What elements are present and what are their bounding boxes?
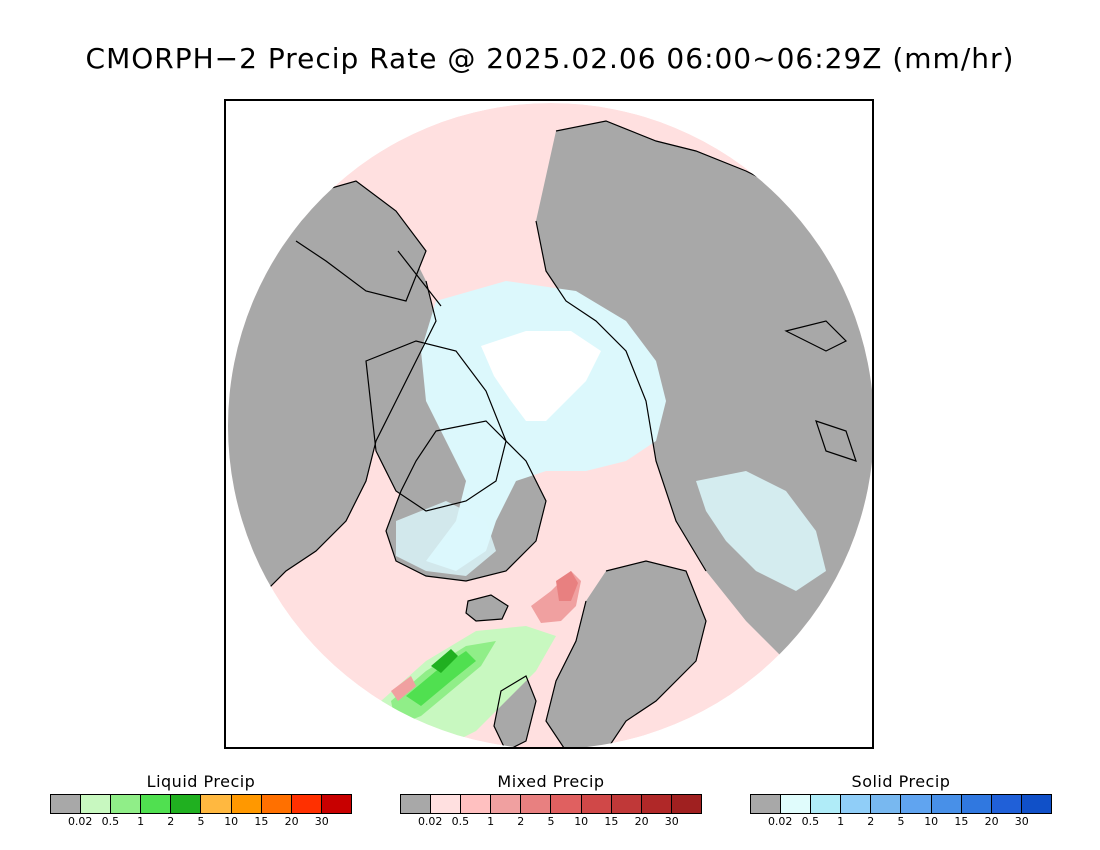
legend-swatch [871,795,902,813]
legend-swatch [51,795,82,813]
legend-swatches-liquid [50,794,352,814]
legend-tick-label: 20 [634,815,649,828]
legend-tick-label: 5 [197,815,205,828]
legend-title-solid: Solid Precip [851,772,951,791]
legend-tick-label: 5 [897,815,905,828]
legend-swatch [291,795,322,813]
legend-swatch [551,795,582,813]
legend-swatches-solid [750,794,1052,814]
legend-tick-label: 5 [547,815,555,828]
land-alaska [286,181,426,301]
legend-tick-label: 1 [837,815,845,828]
greenland-light-solid-precip [396,501,496,576]
legend-tick-label: 30 [314,815,329,828]
chart-title: CMORPH−2 Precip Rate @ 2025.02.06 06:00~… [85,42,1015,75]
legend-mixed-precip: Mixed Precip 0.02 0.5 1 2 5 10 15 20 30 [400,772,702,828]
legend-swatch [171,795,202,813]
atlantic-liquid-precip-light [381,626,556,747]
legend-tick-label: 30 [664,815,679,828]
coastlines [255,120,872,747]
legend-swatch [901,795,932,813]
legend-ticks-solid: 0.02 0.5 1 2 5 10 15 20 30 [750,814,1052,828]
map-disc [228,103,872,747]
legend-title-mixed: Mixed Precip [497,772,605,791]
legend-swatch [321,795,351,813]
atlantic-liquid-precip-heavy [406,651,476,706]
legend-tick-label: 20 [984,815,999,828]
legend-swatch [201,795,232,813]
legend-tick-label: 2 [167,815,175,828]
legend-tick-label: 15 [604,815,619,828]
legend-liquid-precip: Liquid Precip 0.02 0.5 1 2 5 10 15 20 30 [50,772,352,828]
land-iceland [466,595,508,621]
legend-swatch [491,795,522,813]
legend-tick-label: 1 [137,815,145,828]
legend-swatch [81,795,112,813]
atlantic-mixed-precip-edge [391,676,416,701]
legend-ticks-mixed: 0.02 0.5 1 2 5 10 15 20 30 [400,814,702,828]
legend-swatch [751,795,782,813]
legend-tick-label: 0.02 [417,815,443,828]
legend-tick-label: 0.5 [451,815,470,828]
legend-solid-precip: Solid Precip 0.02 0.5 1 2 5 10 15 20 30 [750,772,1052,828]
legend-swatch [521,795,552,813]
legend-tick-label: 10 [224,815,239,828]
legend-swatch [611,795,642,813]
arctic-light-solid-precip [421,281,666,571]
polar-precip-map [228,103,872,747]
legend-swatch [781,795,812,813]
legend-tick-label: 10 [924,815,939,828]
legend-tick-label: 0.5 [801,815,820,828]
legend-tick-label: 15 [954,815,969,828]
legend-tick-label: 1 [487,815,495,828]
legend-tick-label: 10 [574,815,589,828]
polar-data-gap [481,331,601,421]
legend-swatch [961,795,992,813]
land-north-america [228,211,436,621]
legend-tick-label: 0.5 [101,815,120,828]
legend-swatch [931,795,962,813]
polar-map-frame [224,99,874,749]
siberia-light-solid-precip [696,471,826,591]
legend-swatch [811,795,842,813]
legend-swatch [1021,795,1051,813]
legend-swatch [581,795,612,813]
legend-swatch [231,795,262,813]
legend-title-liquid: Liquid Precip [146,772,256,791]
atlantic-liquid-precip-intense [431,649,458,673]
legend-tick-label: 2 [867,815,875,828]
mixed-precip-core [556,571,578,601]
legend-tick-label: 2 [517,815,525,828]
legend-ticks-liquid: 0.02 0.5 1 2 5 10 15 20 30 [50,814,352,828]
legend-tick-label: 20 [284,815,299,828]
legend-swatches-mixed [400,794,702,814]
legend-swatch [431,795,462,813]
legend-swatch [261,795,292,813]
legend-swatch [141,795,172,813]
land-scandinavia [546,561,706,747]
legend-swatch [461,795,492,813]
legend-swatch [991,795,1022,813]
legend-swatch [111,795,142,813]
legend-tick-label: 0.02 [767,815,793,828]
legend-swatch [641,795,672,813]
legend-swatch [401,795,432,813]
legend-swatch [841,795,872,813]
legend-tick-label: 15 [254,815,269,828]
legend-swatch [671,795,701,813]
legend-tick-label: 0.02 [67,815,93,828]
legend-tick-label: 30 [1014,815,1029,828]
